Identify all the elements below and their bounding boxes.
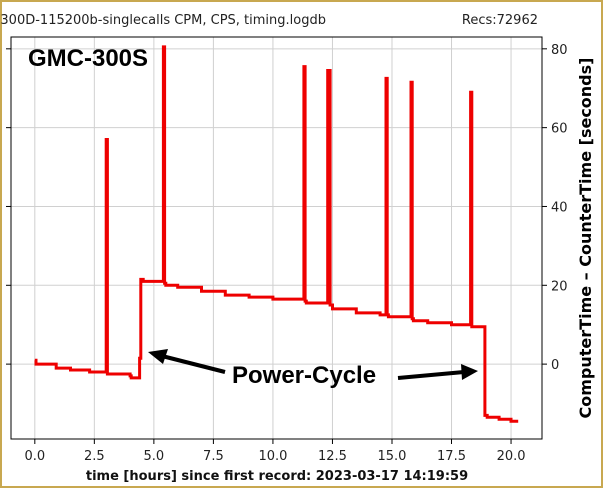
power-cycle-arrow-left [148,349,226,374]
series-line [34,45,519,423]
x-tick-label: 17.5 [437,449,466,464]
plot-area [10,36,543,440]
y-tick-label: 40 [551,200,568,215]
series-layer [34,45,519,423]
y-axis-label: ComputerTime – CounterTime [seconds] [576,58,595,419]
y-tick-label: 20 [551,279,568,294]
x-tick-label: 12.5 [318,449,347,464]
y-tick-label: 80 [551,43,568,58]
power-cycle-arrow-right [397,364,478,380]
x-tick-label: 7.5 [203,449,224,464]
ticks-layer: 0.0 2.5 5.0 7.5 10.0 12.5 15.0 17.5 20.0 0 20 40 60 8… [6,43,568,464]
x-tick-label: 0.0 [24,449,45,464]
grid-layer [11,37,542,439]
x-tick-label: 20.0 [497,449,526,464]
records-count: Recs:72962 [462,13,538,28]
chart-title: GMC300D-115200b-singlecalls CPM, CPS, ti… [0,13,326,28]
x-tick-label: 15.0 [378,449,407,464]
x-tick-label: 5.0 [144,449,165,464]
x-axis-label: time [hours] since first record: 2023-03… [86,469,468,484]
model-label: GMC-300S [28,45,148,72]
y-tick-label: 60 [551,122,568,137]
y-tick-label: 0 [551,358,559,373]
power-cycle-label: Power-Cycle [232,362,376,389]
x-tick-label: 2.5 [84,449,105,464]
x-tick-label: 10.0 [258,449,287,464]
